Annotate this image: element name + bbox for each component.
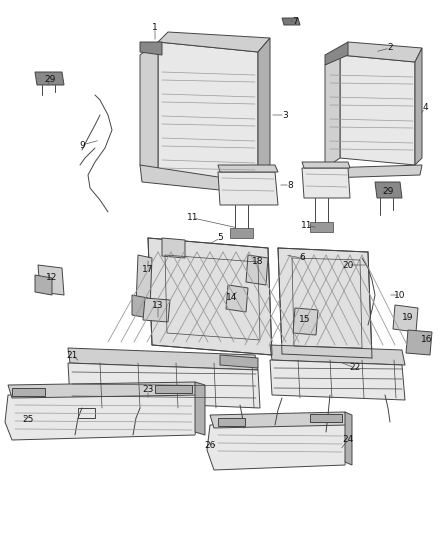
- Polygon shape: [143, 298, 170, 322]
- Text: 16: 16: [421, 335, 433, 344]
- Text: 10: 10: [394, 290, 406, 300]
- Text: 13: 13: [152, 301, 164, 310]
- Polygon shape: [8, 382, 200, 398]
- Polygon shape: [302, 168, 350, 198]
- Text: 14: 14: [226, 294, 238, 303]
- Polygon shape: [155, 385, 192, 393]
- Polygon shape: [140, 42, 162, 55]
- Polygon shape: [210, 412, 348, 428]
- Text: 1: 1: [152, 23, 158, 33]
- Polygon shape: [375, 182, 402, 198]
- Text: 20: 20: [343, 261, 354, 270]
- Polygon shape: [148, 238, 272, 355]
- Text: 29: 29: [382, 188, 394, 197]
- Polygon shape: [310, 222, 333, 232]
- Text: 4: 4: [422, 103, 428, 112]
- Polygon shape: [340, 55, 415, 165]
- Polygon shape: [302, 162, 350, 168]
- Text: 18: 18: [252, 257, 264, 266]
- Polygon shape: [136, 255, 152, 308]
- Polygon shape: [68, 348, 258, 370]
- Polygon shape: [218, 172, 278, 205]
- Polygon shape: [162, 238, 185, 258]
- Polygon shape: [220, 355, 258, 368]
- Text: 11: 11: [187, 214, 199, 222]
- Text: 24: 24: [343, 435, 353, 445]
- Text: 12: 12: [46, 273, 58, 282]
- Polygon shape: [293, 308, 318, 335]
- Text: 15: 15: [299, 316, 311, 325]
- Polygon shape: [230, 228, 253, 238]
- Polygon shape: [140, 165, 270, 195]
- Polygon shape: [345, 412, 352, 465]
- Polygon shape: [35, 275, 52, 295]
- Polygon shape: [340, 42, 422, 62]
- Polygon shape: [258, 38, 270, 185]
- Polygon shape: [325, 165, 422, 178]
- Polygon shape: [218, 418, 245, 426]
- Text: 11: 11: [301, 221, 313, 230]
- Polygon shape: [140, 42, 158, 175]
- Text: 21: 21: [66, 351, 78, 359]
- Text: 29: 29: [44, 76, 56, 85]
- Text: 6: 6: [299, 254, 305, 262]
- Polygon shape: [282, 18, 300, 25]
- Polygon shape: [278, 248, 372, 358]
- Polygon shape: [158, 42, 258, 185]
- Text: 5: 5: [217, 233, 223, 243]
- Text: 7: 7: [292, 18, 298, 27]
- Polygon shape: [393, 305, 418, 332]
- Polygon shape: [226, 285, 248, 312]
- Polygon shape: [406, 330, 432, 355]
- Text: 2: 2: [387, 44, 393, 52]
- Polygon shape: [158, 32, 270, 52]
- Text: 22: 22: [350, 364, 360, 373]
- Text: 8: 8: [287, 181, 293, 190]
- Polygon shape: [207, 420, 348, 470]
- Polygon shape: [12, 388, 45, 396]
- Polygon shape: [325, 55, 340, 168]
- Polygon shape: [270, 345, 405, 365]
- Polygon shape: [218, 165, 278, 172]
- Polygon shape: [35, 72, 64, 85]
- Polygon shape: [5, 392, 200, 440]
- Polygon shape: [325, 42, 348, 65]
- Text: 26: 26: [204, 440, 215, 449]
- Polygon shape: [415, 48, 422, 165]
- Text: 9: 9: [79, 141, 85, 149]
- Polygon shape: [270, 360, 405, 400]
- Text: 25: 25: [22, 416, 34, 424]
- Text: 19: 19: [402, 313, 414, 322]
- Polygon shape: [195, 382, 205, 435]
- Text: 17: 17: [142, 265, 154, 274]
- Text: 23: 23: [142, 385, 154, 394]
- Polygon shape: [38, 265, 64, 295]
- Polygon shape: [310, 414, 342, 422]
- Polygon shape: [68, 363, 260, 408]
- Polygon shape: [246, 255, 268, 285]
- Polygon shape: [132, 295, 148, 318]
- Text: 3: 3: [282, 110, 288, 119]
